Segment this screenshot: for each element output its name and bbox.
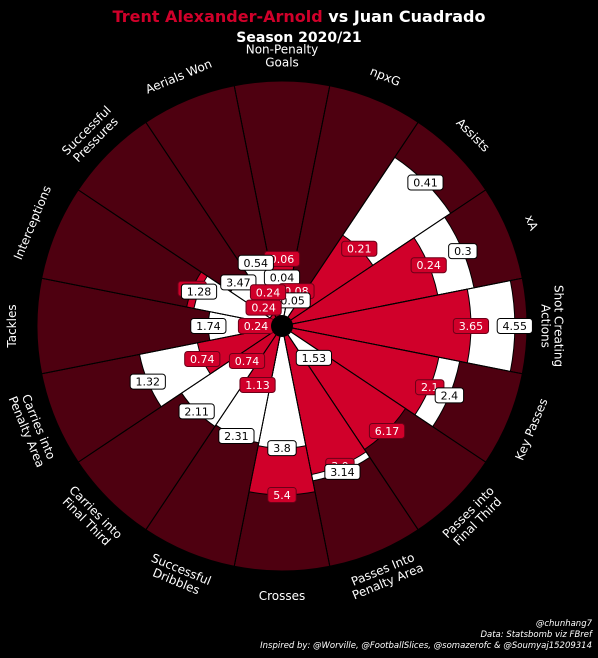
season-subtitle: Season 2020/21 [236,30,362,46]
svg-text:3.8: 3.8 [273,442,291,455]
svg-text:0.41: 0.41 [413,177,438,190]
player1-name: Trent Alexander-Arnold [112,7,323,26]
category-label-assists: Assists [453,116,492,155]
trent-value-carries-into-final-third: 0.74 [228,352,266,369]
cuadrado-value-carries-into-final-third: 2.11 [178,403,215,420]
svg-text:6.17: 6.17 [375,425,400,438]
cuadrado-value-xa: 0.3 [448,243,478,260]
player2-name: Juan Cuadrado [353,7,486,26]
category-label-key-passes: Key Passes [512,396,550,462]
category-label-shot-creating-actions: Shot CreatingActions [539,285,566,367]
svg-text:2.1: 2.1 [421,381,439,394]
svg-text:0.05: 0.05 [280,294,305,307]
svg-text:0.04: 0.04 [270,272,295,285]
svg-text:1.32: 1.32 [136,376,161,389]
cuadrado-value-key-passes: 2.4 [434,387,465,404]
cuadrado-value-tackles: 1.74 [190,318,227,334]
svg-text:3.47: 3.47 [226,276,251,289]
cuadrado-value-carries-into-penalty-area: 1.32 [129,373,166,390]
wedge-divider [78,325,283,463]
wedge-divider [233,325,283,567]
svg-text:2.31: 2.31 [224,430,249,443]
category-label-npxg: npxG [368,64,403,89]
chart-title: Trent Alexander-Arnold vs Juan Cuadrado … [0,6,598,48]
cuadrado-value-non-penalty-goals: 0.04 [263,269,301,286]
title-vs: vs [322,7,354,26]
trent-value-successful-dribbles: 1.13 [239,377,276,394]
trent-value-aerials-won: 0.24 [249,284,287,301]
trent-value-tackles: 0.24 [237,318,275,334]
cuadrado-value-passes-into-penalty-area: 3.14 [324,463,361,480]
svg-text:0.24: 0.24 [416,259,441,272]
svg-text:0.06: 0.06 [270,253,295,266]
center-hub [271,315,293,337]
wedge-divider [281,325,331,567]
svg-text:0.21: 0.21 [347,243,372,256]
svg-text:4.55: 4.55 [503,320,528,333]
svg-text:3.14: 3.14 [330,466,355,479]
cuadrado-value-shot-creating-actions: 4.55 [496,318,533,334]
trent-value-xa: 0.24 [410,257,447,274]
category-label-aerials-won: Aerials Won [143,57,214,97]
svg-text:1.74: 1.74 [196,320,221,333]
trent-value-carries-into-penalty-area: 0.74 [184,351,221,368]
category-label-non-penalty-goals: Non-Penalty Goals [246,43,319,70]
svg-text:1.28: 1.28 [187,286,212,299]
cuadrado-value-interceptions: 1.28 [180,283,218,300]
svg-text:0.54: 0.54 [244,257,269,270]
wedge-divider [281,325,523,375]
category-label-crosses: Crosses [259,589,306,603]
trent-value-shot-creating-actions: 3.65 [452,318,490,334]
credit-author: @chunhang7 [535,619,592,629]
credits: @chunhang7 Data: Statsbomb viz FBref Ins… [260,619,592,652]
svg-text:0.74: 0.74 [235,355,260,368]
svg-text:0.24: 0.24 [256,286,281,299]
wedge-divider [281,325,486,463]
svg-text:0.3: 0.3 [454,245,472,258]
svg-text:2.11: 2.11 [184,405,209,418]
category-label-xa: xA [522,213,541,233]
trent-value-assists: 0.21 [341,240,378,257]
svg-text:2.4: 2.4 [441,389,459,402]
category-label-interceptions: Interceptions [11,184,54,262]
cuadrado-value-successful-dribbles: 2.31 [218,428,255,445]
trent-value-successful-pressures: 0.24 [245,299,282,316]
wedge-divider [281,189,486,327]
svg-text:3.65: 3.65 [459,320,484,333]
cuadrado-value-passes-into-final-third: 1.53 [295,349,332,366]
svg-text:0.24: 0.24 [251,302,276,315]
trent-value-crosses: 5.4 [267,486,297,503]
credit-inspiration: Inspired by: @Worville, @FootballSlices,… [260,641,592,651]
cuadrado-value-assists: 0.41 [407,174,444,191]
cuadrado-value-aerials-won: 0.54 [237,254,274,271]
cuadrado-value-successful-pressures: 3.47 [220,274,257,291]
category-label-tackles: Tackles [5,304,19,348]
trent-value-passes-into-final-third: 6.17 [368,423,406,440]
cuadrado-value-crosses: 3.8 [267,440,297,457]
credit-data-source: Data: Statsbomb viz FBref [480,630,592,640]
svg-text:1.13: 1.13 [245,379,270,392]
svg-text:5.4: 5.4 [273,489,291,502]
svg-text:0.74: 0.74 [190,353,215,366]
svg-text:1.53: 1.53 [302,352,327,365]
wedge-divider [281,277,523,327]
svg-text:0.24: 0.24 [244,320,269,333]
